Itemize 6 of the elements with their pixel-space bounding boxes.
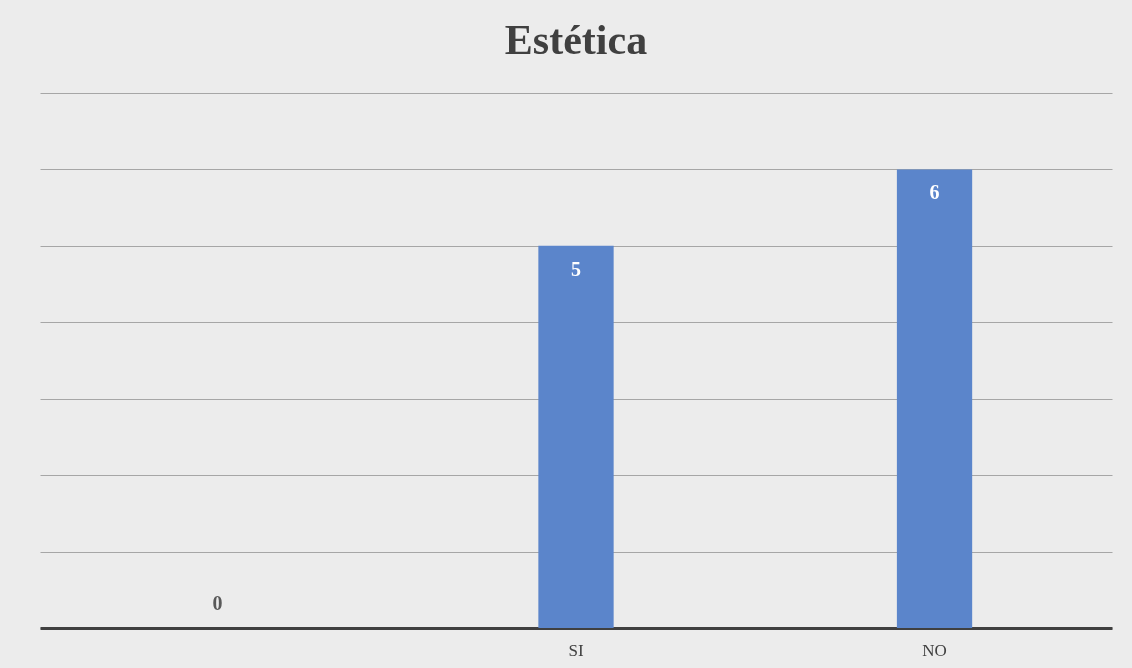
data-label: 0 [212, 592, 223, 614]
data-label: 5 [571, 257, 581, 280]
chart-title: Estética [504, 17, 648, 63]
data-label: 6 [929, 181, 940, 204]
x-tick-label: NO [922, 640, 947, 660]
x-tick-label: SI [568, 640, 584, 660]
